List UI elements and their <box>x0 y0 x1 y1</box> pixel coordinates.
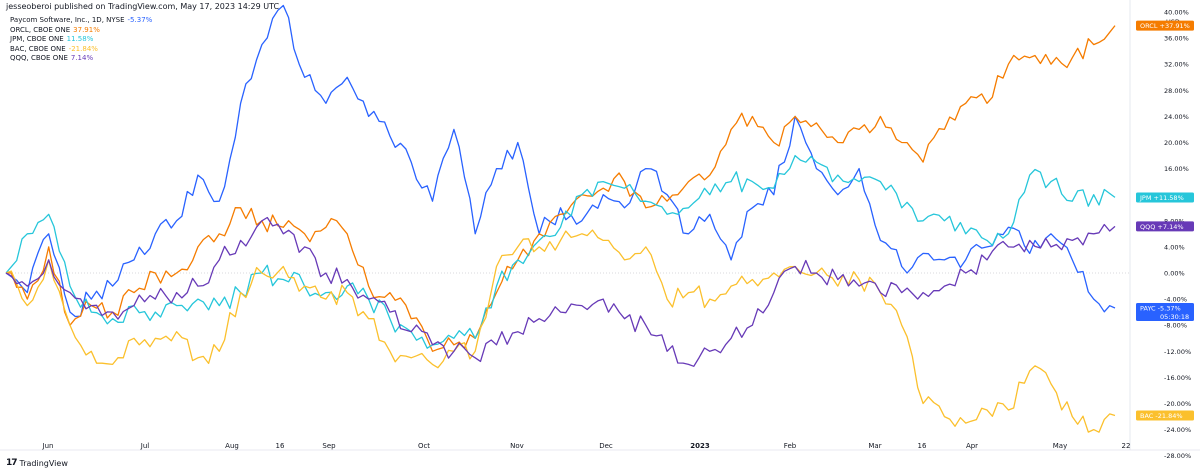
legend-item-orcl[interactable]: ORCL, CBOE ONE 37.91% <box>10 26 152 36</box>
published-header: jesseoberoi published on TradingView.com… <box>6 2 280 11</box>
time-axis[interactable]: Jun Jul Aug 16 Sep Oct Nov Dec 2023 Feb Mar 16 Apr Ma… <box>42 442 1131 450</box>
time-axis-label: Jul <box>140 442 150 450</box>
price-badge-countdown: 05:30:18 <box>1160 313 1189 321</box>
chart-legend: Paycom Software, Inc., 1D, NYSE -5.37% OR… <box>10 16 152 64</box>
price-badge-text: QQQ +7.14% <box>1140 223 1184 231</box>
axis-tick-label: 32.00% <box>1164 61 1189 69</box>
axis-tick-label: -12.00% <box>1164 348 1191 356</box>
price-badge-bg <box>1136 410 1194 421</box>
axis-tick-label: -16.00% <box>1164 374 1191 382</box>
price-badge-text: ORCL +37.91% <box>1140 22 1190 30</box>
axis-tick-label: 36.00% <box>1164 35 1189 43</box>
time-axis-label: Mar <box>868 442 881 450</box>
axis-tick-label: -24.00% <box>1164 426 1191 434</box>
price-badges: ORCL +37.91% JPM +11.58% QQQ +7.14% PAYC -5… <box>1136 20 1194 421</box>
legend-label: BAC, CBOE ONE <box>10 44 66 53</box>
price-badge-bg <box>1136 221 1194 232</box>
series-line-qqq <box>5 216 1116 367</box>
legend-label: Paycom Software, Inc., 1D, NYSE <box>10 16 125 24</box>
legend-label: JPM, CBOE ONE <box>10 35 64 43</box>
price-badge-bac: BAC -21.84% <box>1136 410 1194 421</box>
axis-tick-label: 4.00% <box>1164 243 1185 251</box>
time-axis-label: Apr <box>966 442 978 450</box>
axis-tick-label: -8.00% <box>1164 322 1187 330</box>
legend-item-jpm[interactable]: JPM, CBOE ONE 11.58% <box>10 35 152 45</box>
price-badge-text: BAC -21.84% <box>1140 412 1183 420</box>
axis-tick-label: 16.00% <box>1164 165 1189 173</box>
time-axis-label: Feb <box>784 442 797 450</box>
axis-tick-label: 0.00% <box>1164 270 1185 278</box>
time-axis-label: Jun <box>42 442 54 450</box>
time-axis-label: 16 <box>918 442 927 450</box>
price-badge-text: PAYC -5.37% <box>1140 305 1181 313</box>
legend-item-qqq[interactable]: QQQ, CBOE ONE 7.14% <box>10 54 152 64</box>
series-line-orcl <box>5 25 1116 352</box>
legend-label: QQQ, CBOE ONE <box>10 54 68 62</box>
legend-value: 11.58% <box>66 35 94 43</box>
legend-value: 37.91% <box>73 25 100 34</box>
legend-item-bac[interactable]: BAC, CBOE ONE -21.84% <box>10 45 152 55</box>
legend-value: -21.84% <box>68 44 98 53</box>
price-badge-text: JPM +11.58% <box>1139 194 1184 202</box>
price-badge-bg <box>1136 20 1194 31</box>
axis-tick-label: 40.00% <box>1164 9 1189 17</box>
series-line-jpm <box>5 154 1116 349</box>
tradingview-logo-icon: 17 <box>6 458 17 468</box>
price-badge-bg <box>1136 192 1194 203</box>
tradingview-brand: TradingView <box>19 458 68 468</box>
price-badge-jpm: JPM +11.58% <box>1136 192 1194 203</box>
price-badge-bg <box>1136 303 1194 322</box>
tradingview-footer[interactable]: 17 TradingView <box>6 458 68 468</box>
axis-tick-label: 24.00% <box>1164 113 1189 121</box>
time-axis-label: 2023 <box>690 442 710 450</box>
time-axis-label: 16 <box>276 442 285 450</box>
series-line-bac <box>5 229 1116 433</box>
time-axis-label: 22 <box>1122 442 1131 450</box>
axis-tick-label: 28.00% <box>1164 87 1189 95</box>
time-axis-label: Sep <box>322 442 336 450</box>
legend-value: -5.37% <box>127 16 153 24</box>
price-badge-qqq: QQQ +7.14% <box>1136 221 1194 232</box>
legend-value: 7.14% <box>70 54 94 62</box>
time-axis-label: Aug <box>225 442 239 450</box>
axis-tick-label: 8.00% <box>1164 217 1185 225</box>
time-axis-label: Dec <box>599 442 613 450</box>
time-axis-label: May <box>1053 442 1067 450</box>
price-badge-orcl: ORCL +37.91% <box>1136 20 1194 31</box>
series-lines <box>5 4 1116 433</box>
axis-tick-label: -28.00% <box>1164 452 1191 460</box>
series-line-paycom-software <box>5 4 1116 318</box>
legend-item-payc[interactable]: Paycom Software, Inc., 1D, NYSE -5.37% <box>10 16 152 26</box>
legend-label: ORCL, CBOE ONE <box>10 25 71 34</box>
axis-tick-label: -20.00% <box>1164 400 1191 408</box>
grid <box>0 0 1200 451</box>
time-axis-label: Oct <box>418 442 430 450</box>
time-axis-label: Nov <box>510 442 524 450</box>
price-badge-payc: PAYC -5.37%05:30:18 <box>1136 303 1194 322</box>
axis-tick-label: -4.00% <box>1164 296 1187 304</box>
axis-tick-label: 20.00% <box>1164 139 1189 147</box>
